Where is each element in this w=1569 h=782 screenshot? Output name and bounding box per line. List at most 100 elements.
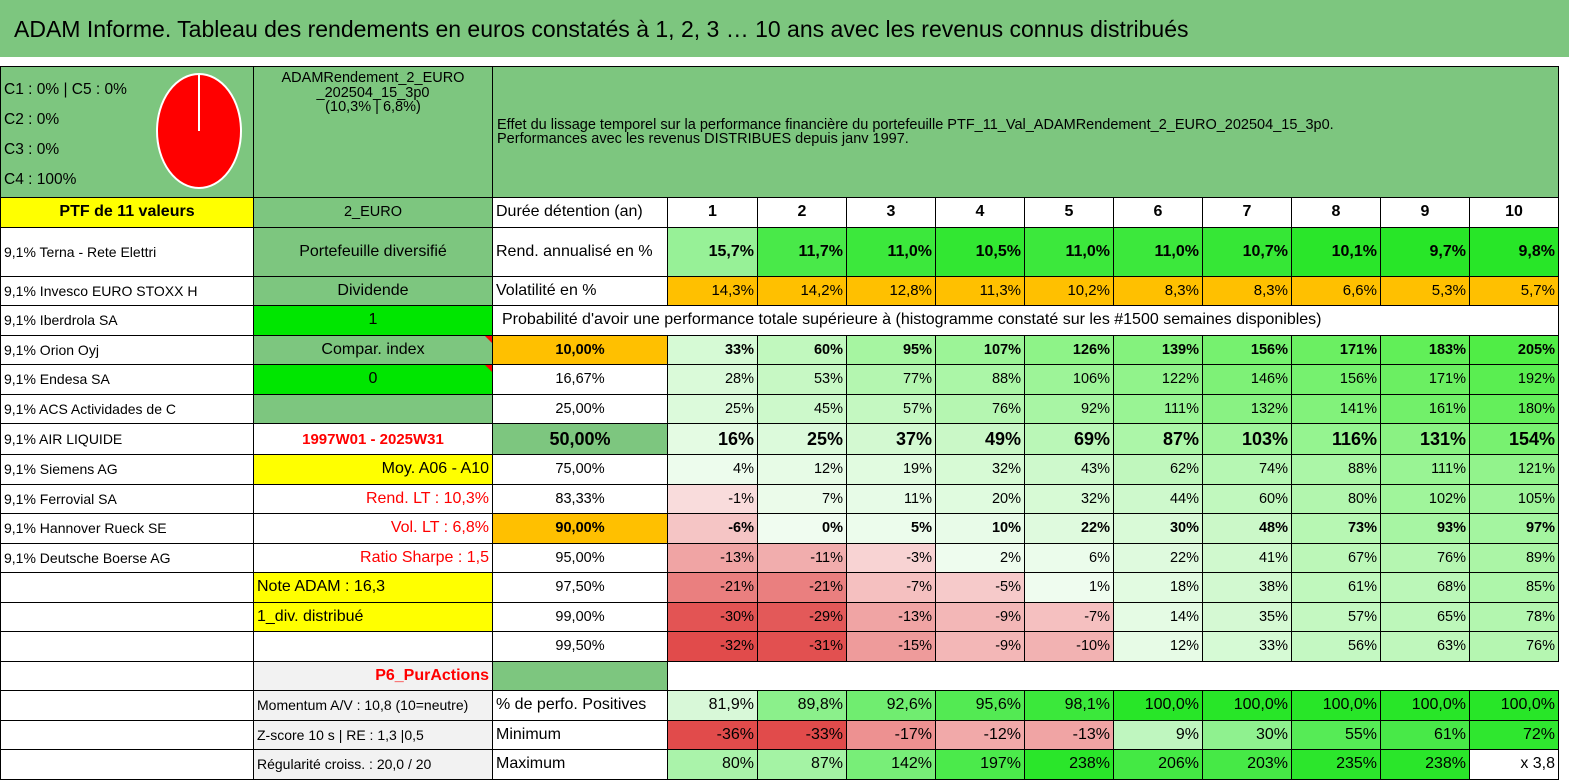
probability-value: 65% <box>1380 601 1470 632</box>
volatility-value: 6,6% <box>1291 275 1381 306</box>
vol-lt-label: Vol. LT : 6,8% <box>253 513 493 544</box>
probability-threshold: 99,00% <box>492 601 668 632</box>
volatility-value: 5,7% <box>1469 275 1559 306</box>
minimum-value: -36% <box>667 719 758 750</box>
probability-value: 121% <box>1469 454 1559 485</box>
return-value: 10,7% <box>1202 226 1292 277</box>
maximum-value: 238% <box>1380 749 1470 780</box>
empty-info <box>253 393 493 424</box>
probability-value: 80% <box>1291 483 1381 514</box>
probability-value: -21% <box>667 572 758 603</box>
positive-value: 81,9% <box>667 690 758 721</box>
probability-value: 92% <box>1024 393 1114 424</box>
probability-value: 192% <box>1469 364 1559 395</box>
probability-threshold: 75,00% <box>492 454 668 485</box>
probability-value: -29% <box>757 601 847 632</box>
probability-value: 76% <box>1380 542 1470 573</box>
minimum-value: 9% <box>1113 719 1203 750</box>
currency-label: 2_EURO <box>253 197 493 228</box>
empty-cell <box>0 631 254 662</box>
probability-value: 62% <box>1113 454 1203 485</box>
probability-threshold: 97,50% <box>492 572 668 603</box>
probability-value: 22% <box>1024 513 1114 544</box>
probability-row: 9,1% Orion Oyj Compar. index 10,00% 33% 60% 9… <box>0 334 1559 365</box>
empty-cell <box>0 660 254 691</box>
probability-value: 141% <box>1291 393 1381 424</box>
probability-value: 171% <box>1291 334 1381 365</box>
positive-value: 100,0% <box>1202 690 1292 721</box>
probability-value: 122% <box>1113 364 1203 395</box>
holding-item: 9,1% Hannover Rueck SE <box>0 513 254 544</box>
probability-value: 44% <box>1113 483 1203 514</box>
positive-label: % de perfo. Positives <box>492 690 668 721</box>
maximum-label: Maximum <box>492 749 668 780</box>
maximum-value: 142% <box>846 749 936 780</box>
probability-row: 99,50% -32% -31% -15% -9% -10% 12% 33% 56% 63% 76% <box>0 631 1559 662</box>
probability-value: 116% <box>1291 423 1381 455</box>
year-header: 9 <box>1380 197 1470 228</box>
probability-threshold: 50,00% <box>492 423 668 455</box>
probability-value: -13% <box>846 601 936 632</box>
probability-value: 74% <box>1202 454 1292 485</box>
probability-value: 156% <box>1291 364 1381 395</box>
years-row: PTF de 11 valeurs 2_EURO Durée détention (… <box>0 197 1559 228</box>
dividend-value: 1 <box>253 305 493 336</box>
volatility-value: 8,3% <box>1202 275 1292 306</box>
probability-value: 1% <box>1024 572 1114 603</box>
page-title: ADAM Informe. Tableau des rendements en … <box>0 0 1569 60</box>
probability-value: 37% <box>846 423 936 455</box>
empty-info <box>253 631 493 662</box>
probability-value: 95% <box>846 334 936 365</box>
probability-value: 171% <box>1380 364 1470 395</box>
minimum-value: -17% <box>846 719 936 750</box>
probability-value: -9% <box>935 601 1025 632</box>
volatility-value: 12,8% <box>846 275 936 306</box>
minimum-value: -12% <box>935 719 1025 750</box>
probability-value: 41% <box>1202 542 1292 573</box>
moy-label: Moy. A06 - A10 <box>253 454 493 485</box>
maximum-value: 80% <box>667 749 758 780</box>
legend-line: C4 : 100% <box>4 171 77 188</box>
probability-value: 156% <box>1202 334 1292 365</box>
maximum-row: Régularité croiss. : 20,0 / 20 Maximum 80%… <box>0 749 1559 780</box>
empty-cell <box>1469 305 1559 336</box>
empty-cell <box>0 572 254 603</box>
holding-item: 9,1% Orion Oyj <box>0 334 254 365</box>
probability-threshold: 16,67% <box>492 364 668 395</box>
volatility-value: 14,2% <box>757 275 847 306</box>
probability-value: -7% <box>1024 601 1114 632</box>
year-header: 3 <box>846 197 936 228</box>
compar-label: Compar. index <box>253 334 493 365</box>
probability-value: 97% <box>1469 513 1559 544</box>
probability-value: 12% <box>757 454 847 485</box>
probability-value: 30% <box>1113 513 1203 544</box>
empty-cell <box>0 601 254 632</box>
probability-value: 25% <box>667 393 758 424</box>
probability-value: 18% <box>1113 572 1203 603</box>
return-row: 9,1% Terna - Rete Elettri Portefeuille di… <box>0 226 1559 277</box>
positive-row: Momentum A/V : 10,8 (10=neutre)% de perf… <box>0 690 1559 721</box>
holding-item: 9,1% Deutsche Boerse AG <box>0 542 254 573</box>
probability-value: 28% <box>667 364 758 395</box>
probability-value: 60% <box>757 334 847 365</box>
probability-value: 25% <box>757 423 847 455</box>
maximum-value: 197% <box>935 749 1025 780</box>
positive-value: 100,0% <box>1469 690 1559 721</box>
category-label: P6_PurActions <box>253 660 493 691</box>
holding-item: 9,1% Siemens AG <box>0 454 254 485</box>
minimum-value: 72% <box>1469 719 1559 750</box>
probability-value: 7% <box>757 483 847 514</box>
volatility-row: 9,1% Invesco EURO STOXX H Dividende Volati… <box>0 275 1559 306</box>
holding-item: 9,1% Ferrovial SA <box>0 483 254 514</box>
probability-value: 57% <box>1291 601 1381 632</box>
probability-row: Note ADAM : 16,3 97,50% -21% -21% -7% -5% 1% 18… <box>0 572 1559 603</box>
portfolio-name-line: (10,3% | 6,8%) <box>325 99 421 115</box>
return-value: 11,0% <box>1024 226 1114 277</box>
portfolio-name-line: ADAMRendement_2_EURO <box>281 70 465 86</box>
ptf-label: PTF de 11 valeurs <box>0 197 254 228</box>
return-value: 11,7% <box>757 226 847 277</box>
probability-value: 35% <box>1202 601 1292 632</box>
probability-value: 69% <box>1024 423 1114 455</box>
minimum-value: 55% <box>1291 719 1381 750</box>
volatility-label: Volatilité en % <box>492 275 668 306</box>
